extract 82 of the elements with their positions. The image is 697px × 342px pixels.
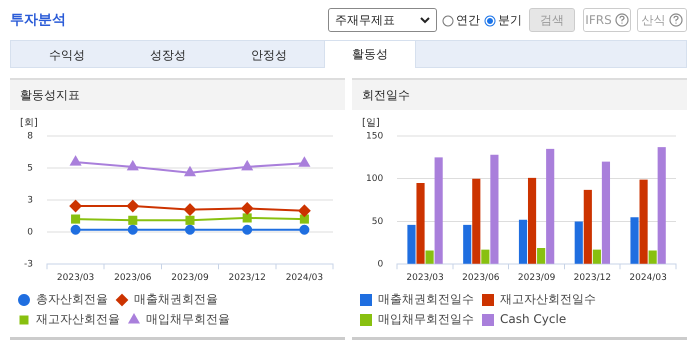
x-tick-label: 2023/12 bbox=[574, 272, 612, 283]
bar bbox=[630, 217, 639, 264]
y-tick-label: 0 bbox=[377, 260, 384, 270]
bar bbox=[592, 250, 601, 264]
text: IFRS bbox=[583, 8, 631, 32]
bar bbox=[602, 162, 610, 264]
legend-label: 재고자산회전율 bbox=[36, 312, 120, 326]
text: 투자분석 bbox=[10, 11, 66, 29]
legend-label: 매출채권회전일수 bbox=[378, 292, 474, 306]
bar bbox=[426, 250, 434, 264]
point bbox=[71, 214, 80, 224]
y-axis-title: [일] bbox=[362, 118, 380, 129]
point bbox=[185, 216, 195, 225]
bar bbox=[463, 224, 472, 264]
legend-label: 매입채무회전일수 bbox=[378, 312, 474, 326]
bar bbox=[640, 180, 648, 264]
point bbox=[70, 224, 81, 235]
y-tick-label: 50 bbox=[372, 216, 384, 227]
y-tick-label: 0 bbox=[27, 227, 34, 238]
x-tick-label: 2023/03 bbox=[56, 272, 94, 283]
y-tick-label: 8 bbox=[27, 131, 34, 142]
x-tick-label: 2023/09 bbox=[518, 272, 556, 283]
text: 안정성 bbox=[250, 46, 288, 64]
point bbox=[242, 160, 253, 170]
text: 활동성 bbox=[324, 40, 416, 68]
point bbox=[298, 204, 310, 217]
y-tick-label: 150 bbox=[366, 131, 384, 142]
bar bbox=[546, 148, 554, 264]
point bbox=[300, 214, 309, 224]
bar bbox=[648, 250, 657, 264]
point bbox=[128, 216, 138, 225]
legend-label: Cash Cycle bbox=[500, 312, 566, 326]
point bbox=[299, 157, 310, 167]
bar bbox=[537, 248, 546, 264]
x-tick-label: 2023/03 bbox=[406, 272, 444, 283]
bar bbox=[584, 190, 592, 264]
x-tick-label: 2023/09 bbox=[171, 272, 209, 283]
legend-label: 매입채무회전율 bbox=[146, 312, 230, 326]
bar bbox=[407, 224, 416, 264]
point bbox=[70, 200, 82, 212]
chart-title: 활동성지표 bbox=[10, 78, 345, 110]
text: 연간 bbox=[456, 12, 480, 29]
y-axis-title: [회] bbox=[20, 118, 38, 129]
bar bbox=[416, 183, 425, 264]
x-tick-label: 2023/06 bbox=[114, 272, 152, 283]
y-tick-label: -3 bbox=[24, 260, 33, 270]
text: 분기 bbox=[498, 12, 522, 29]
point bbox=[184, 166, 196, 176]
bar bbox=[574, 221, 583, 264]
point bbox=[184, 204, 196, 216]
point bbox=[299, 224, 310, 235]
bar bbox=[434, 157, 443, 264]
bar bbox=[518, 220, 528, 264]
text: 주재무제표 bbox=[335, 12, 395, 28]
point bbox=[128, 224, 138, 235]
legend-label: 총자산회전율 bbox=[36, 292, 108, 306]
text: 산식 bbox=[637, 8, 687, 32]
point bbox=[70, 156, 81, 166]
legend-label: 재고자산회전일수 bbox=[500, 292, 596, 306]
bar bbox=[472, 178, 480, 264]
y-tick-label: 3 bbox=[27, 195, 33, 206]
point bbox=[184, 224, 195, 235]
point bbox=[242, 213, 252, 222]
y-tick-label: 100 bbox=[366, 174, 384, 184]
text: 수익성 bbox=[48, 46, 86, 64]
text: 성장성 bbox=[149, 46, 187, 64]
point bbox=[127, 160, 138, 170]
x-tick-label: 2024/03 bbox=[286, 272, 324, 283]
bar bbox=[490, 154, 498, 264]
point bbox=[126, 200, 139, 212]
text: 검색 bbox=[529, 8, 575, 32]
bar bbox=[658, 147, 666, 264]
x-tick-label: 2024/03 bbox=[629, 272, 667, 283]
point bbox=[242, 224, 252, 235]
x-tick-label: 2023/12 bbox=[228, 272, 266, 283]
y-tick-label: 5 bbox=[27, 163, 33, 174]
chart-title: 회전일수 bbox=[352, 78, 687, 110]
bar bbox=[528, 178, 536, 264]
point bbox=[241, 202, 254, 214]
legend-label: 매출채권회전율 bbox=[134, 292, 218, 306]
x-tick-label: 2023/06 bbox=[462, 272, 500, 283]
bar bbox=[481, 250, 490, 264]
